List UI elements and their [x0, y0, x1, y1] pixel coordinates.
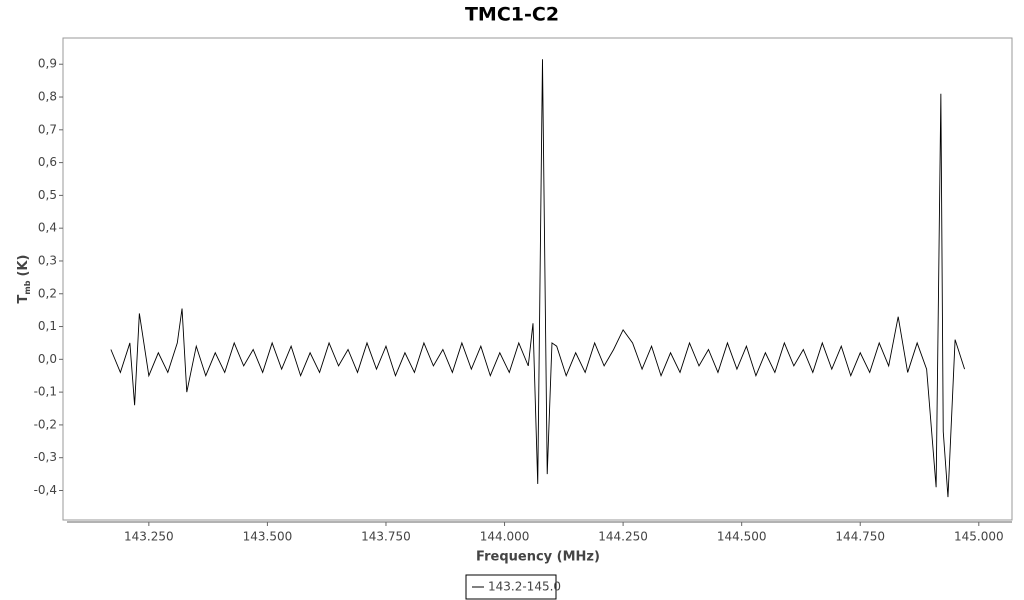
x-axis-title: Frequency (MHz): [476, 550, 600, 565]
legend-box: [465, 574, 557, 600]
y-tick-label: 0,0: [38, 352, 57, 366]
y-axis-title: Tmb (K): [16, 255, 32, 304]
y-tick-label: -0,3: [34, 450, 57, 464]
chart-title: TMC1-C2: [465, 4, 559, 26]
x-tick-label: 143.500: [243, 530, 293, 544]
y-tick-label: 0,7: [38, 122, 57, 136]
y-tick-label: 0,3: [38, 253, 57, 267]
y-title-sub: mb: [23, 280, 32, 294]
y-tick-label: -0,4: [34, 483, 57, 497]
y-title-main: T: [16, 294, 31, 303]
y-title-unit: (K): [16, 255, 31, 277]
y-tick-label: 0,9: [38, 57, 57, 71]
x-tick-label: 143.250: [124, 530, 174, 544]
plot-border: [62, 37, 1013, 521]
y-tick-label: 0,6: [38, 155, 57, 169]
x-tick-label: 144.750: [835, 530, 885, 544]
x-tick-label: 144.500: [717, 530, 767, 544]
x-tick-label: 144.250: [598, 530, 648, 544]
x-tick-label: 145.000: [954, 530, 1004, 544]
y-tick-label: -0,2: [34, 417, 57, 431]
y-tick-label: -0,1: [34, 385, 57, 399]
y-tick-label: 0,2: [38, 286, 57, 300]
x-tick-label: 144.000: [480, 530, 530, 544]
series-line: [110, 59, 965, 498]
y-tick-label: 0,4: [38, 221, 57, 235]
x-tick-label: 143.750: [361, 530, 411, 544]
y-tick-label: 0,1: [38, 319, 57, 333]
y-tick-label: 0,8: [38, 90, 57, 104]
y-tick-label: 0,5: [38, 188, 57, 202]
legend-label: 143.2-145.0: [488, 580, 561, 594]
